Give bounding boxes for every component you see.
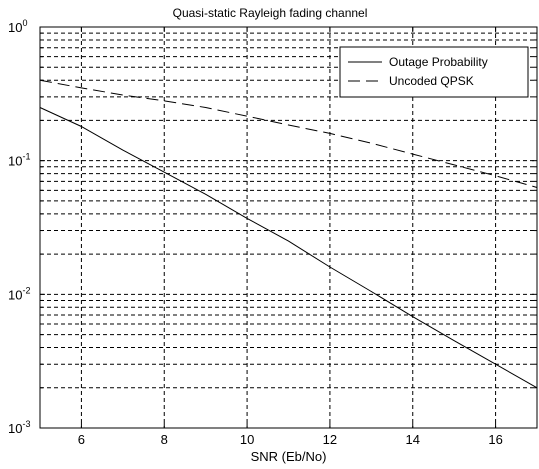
y-tick-label: 10-3 [8,419,30,436]
y-tick-base: 10 [8,287,22,302]
series-line-1 [39,107,538,389]
y-tick-label: 100 [8,18,27,35]
legend-label-2: Uncoded QPSK [389,74,474,88]
y-tick-label: 10-2 [8,285,30,302]
legend-label-1: Outage Probability [389,55,488,69]
x-axis: 6 8 10 12 14 16 [78,27,503,447]
x-tick-label: 12 [323,432,337,447]
x-tick-label: 14 [406,432,420,447]
x-tick-label: 10 [240,432,254,447]
plot-frame [39,26,538,429]
chart-title: Quasi-static Rayleigh fading channel [173,6,368,20]
x-tick-label: 6 [78,432,85,447]
y-tick-base: 10 [8,421,22,436]
x-tick-label: 8 [161,432,168,447]
legend: Outage Probability Uncoded QPSK [339,46,529,98]
x-axis-label: SNR (Eb/No) [251,449,327,464]
y-tick-exponent: 0 [22,18,27,28]
y-tick-exponent: -1 [22,152,30,162]
y-tick-base: 10 [8,154,22,169]
series-line-2 [39,79,538,188]
y-tick-base: 10 [8,20,22,35]
legend-box [339,46,529,98]
y-tick-exponent: -2 [22,285,30,295]
y-tick-label: 10-1 [8,152,30,169]
x-tick-label: 16 [488,432,502,447]
series-layer [39,79,538,389]
y-tick-exponent: -3 [22,419,30,429]
